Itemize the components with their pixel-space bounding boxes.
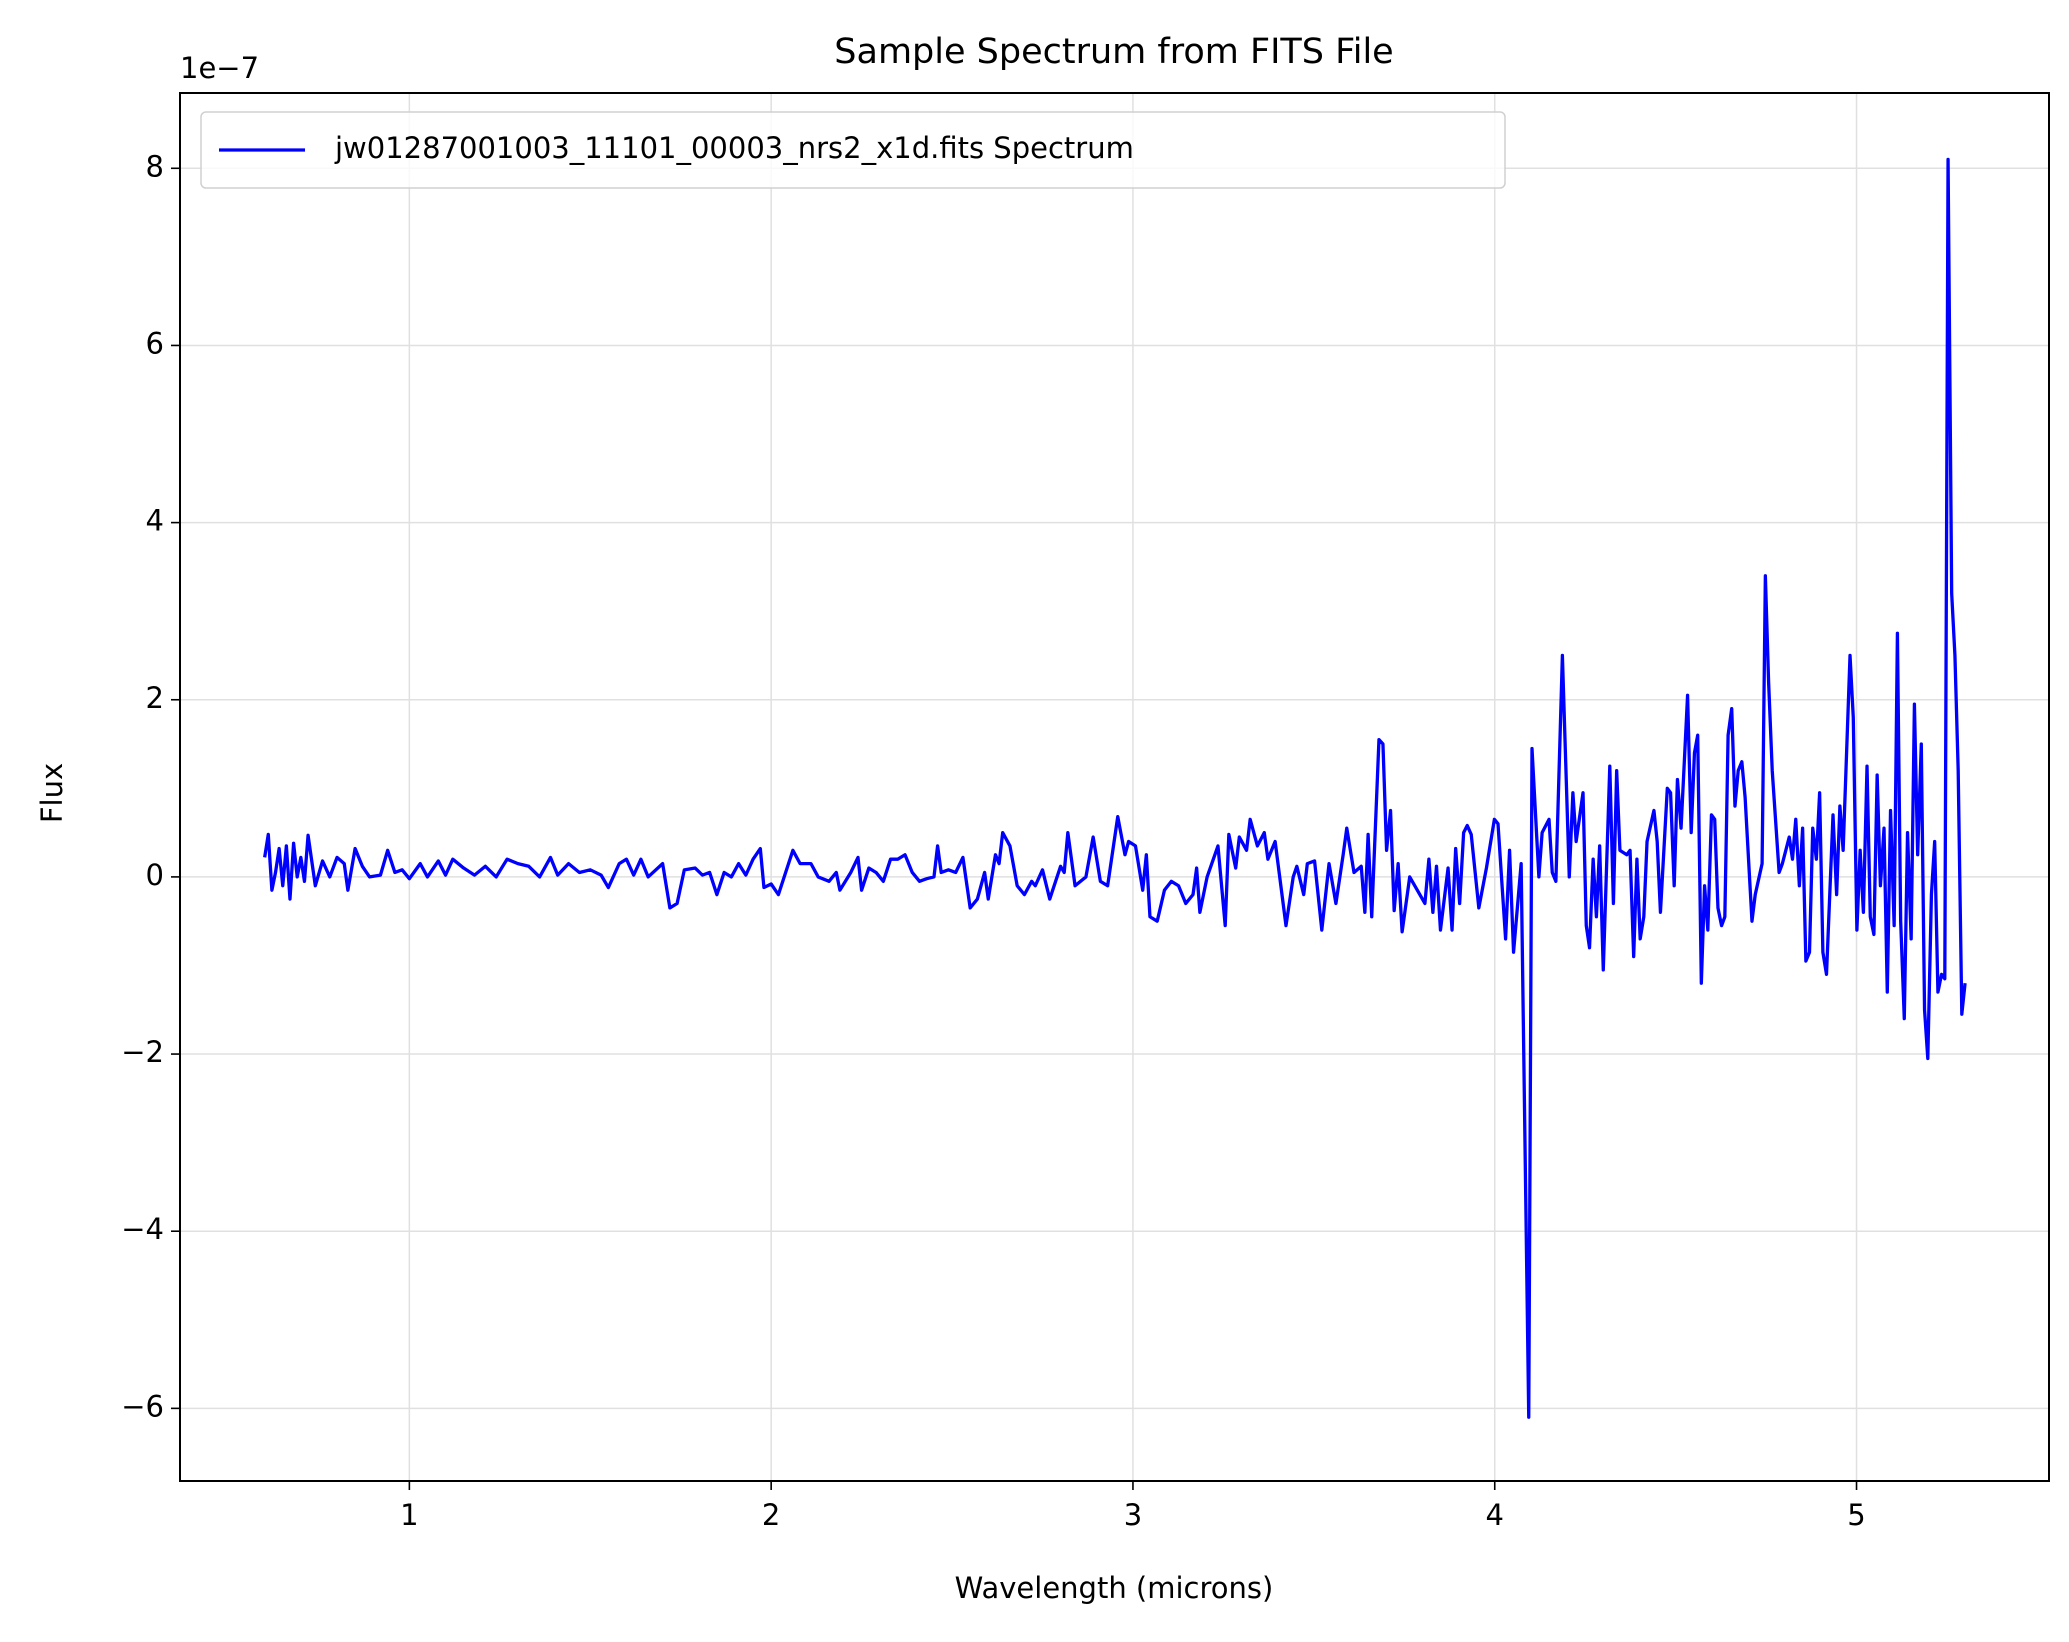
y-tick-label: 2 xyxy=(146,681,164,715)
ticks: 1 2 3 4 5 −6 −4 −2 0 2 4 6 8 xyxy=(121,149,1866,1532)
x-tick-label: 3 xyxy=(1124,1498,1142,1532)
y-axis-label: Flux xyxy=(35,763,69,823)
y-tick-label: −4 xyxy=(121,1212,164,1246)
y-tick-label: −6 xyxy=(121,1389,164,1423)
y-tick-label: 4 xyxy=(146,504,164,538)
x-axis-label: Wavelength (microns) xyxy=(955,1571,1274,1605)
x-tick-label: 2 xyxy=(762,1498,780,1532)
plot-area xyxy=(263,157,1967,1419)
y-offset-label: 1e−7 xyxy=(180,51,259,85)
x-tick-label: 4 xyxy=(1486,1498,1504,1532)
x-tick-label: 1 xyxy=(400,1498,418,1532)
chart-title: Sample Spectrum from FITS File xyxy=(834,32,1393,72)
legend-label: jw01287001003_11101_00003_nrs2_x1d.fits … xyxy=(334,131,1134,165)
y-tick-label: 0 xyxy=(146,858,164,892)
spectrum-line xyxy=(263,157,1967,1419)
axes-frame xyxy=(179,92,2050,1482)
x-tick-label: 5 xyxy=(1847,1498,1865,1532)
legend: jw01287001003_11101_00003_nrs2_x1d.fits … xyxy=(200,111,1506,189)
y-tick-label: 8 xyxy=(146,149,164,183)
y-tick-label: 6 xyxy=(146,326,164,360)
legend-box xyxy=(200,111,1506,189)
y-tick-label: −2 xyxy=(121,1035,164,1069)
